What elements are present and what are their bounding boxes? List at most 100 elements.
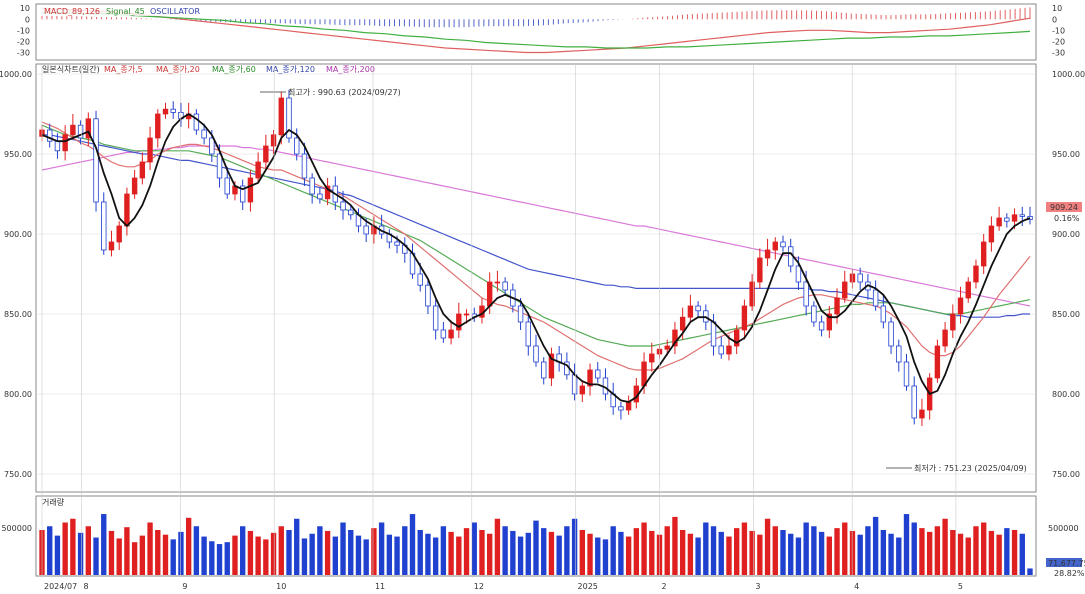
volume-bar [996,534,1002,575]
legend-item: MA_종가,200 [326,65,375,74]
candle-body [417,273,423,286]
volume-bar [818,531,825,575]
volume-bar [610,526,616,575]
x-tick-label: 10 [276,582,286,591]
x-tick-label: 5 [958,582,963,591]
volume-bar [950,530,956,575]
volume-bar [965,537,971,575]
ma20-line [41,121,1031,371]
volume-bar [734,528,740,575]
volume-bar [826,536,832,575]
volume-bar [795,537,802,575]
volume-bar [131,542,138,575]
volume-bar [764,518,771,575]
volume-bar [216,544,223,575]
volume-bar [70,518,76,575]
volume-bar [926,531,933,575]
candle-body [996,217,1002,227]
volume-bar [695,537,701,575]
candle-body [224,177,230,195]
candle-body [294,137,300,155]
volume-bar [348,530,354,575]
volume-title: 거래량 [42,497,65,507]
candle-body [749,281,755,307]
volume-bar [1019,533,1025,575]
candle-body [903,361,910,387]
price-tick-label: 750.00 [1052,470,1080,479]
candle-body [618,406,624,411]
volume-bar [247,530,254,575]
candle-body [525,321,531,347]
price-grid [36,73,1036,475]
volume-bar [240,526,246,575]
volume-bar [185,517,192,575]
volume-bar [54,535,61,575]
candle-body [47,129,53,142]
candle-body [533,345,539,363]
oscillator-y-ticks: 10 10 0 0 -10 -10 -20 -20 -30 -30 [17,4,1065,57]
volume-bar [726,536,732,575]
candle-body [672,329,678,347]
candle-body [448,329,454,339]
candle-body [888,321,894,347]
candle-body [679,316,686,331]
volume-bar [757,534,763,575]
osc-tick-label: 0 [1052,15,1057,24]
volume-bar [456,536,462,575]
candle-body [162,108,169,115]
price-tick-label: 850.00 [4,310,32,319]
volume-bar [440,526,447,575]
oscillator-legend: MACD_89,126 Signal_45 OSCILLATOR [40,6,210,16]
volume-bar [147,522,153,575]
candle-body [579,385,586,395]
current-price-box: 909.24 0.16% [1046,202,1082,223]
legend-item: MA_종가,5 [104,65,143,74]
volume-bar [718,531,724,575]
volume-bar [834,528,840,575]
volume-bar [209,541,215,575]
x-tick-label: 11 [375,582,385,591]
volume-bar [371,528,377,575]
volume-bar [402,526,408,575]
price-tick-label: 900.00 [4,230,32,239]
signal-line [42,12,1031,49]
candle-body [155,113,161,139]
macd-line [41,7,1031,54]
volume-bar [633,528,640,575]
price-tick-label: 800.00 [1052,390,1080,399]
volume-bar [309,533,315,575]
x-tick-label: 3 [755,582,760,591]
volume-bar [772,526,778,575]
candle-body [649,353,655,363]
volume-bar [587,533,593,575]
candle-body [695,305,701,312]
legend-item: 일본식차트(일간) [42,64,100,74]
candle-body [842,281,848,299]
volume-pct: 28.82% [1054,569,1085,578]
volume-bar [618,531,624,575]
volume-bar [124,527,130,575]
volume-bar [903,514,910,575]
volume-bar [47,526,53,575]
candle-body [463,313,470,316]
candle-body [834,297,840,315]
low-annotation: 최저가 : 751.23 (2025/04/09) [886,463,1027,473]
candle-body [718,345,724,355]
candle-body [687,305,694,318]
x-tick-label: 9 [182,582,187,591]
volume-bar [571,518,578,575]
volume-bar [232,535,238,575]
candle-body [896,345,902,363]
volume-bar [378,522,385,575]
volume-bar [672,516,678,575]
volume-bar [749,530,755,575]
volume-bar [224,542,230,575]
osc-tick-label: -20 [17,37,30,46]
candle-body [286,97,292,139]
candle-body [849,273,856,283]
x-tick-label: 4 [854,582,859,591]
volume-bar [487,533,493,575]
high-annotation: 최고가 : 990.63 (2024/09/27) [260,87,401,97]
candle-body [255,161,261,179]
price-tick-label: 1000.00 [0,70,32,79]
